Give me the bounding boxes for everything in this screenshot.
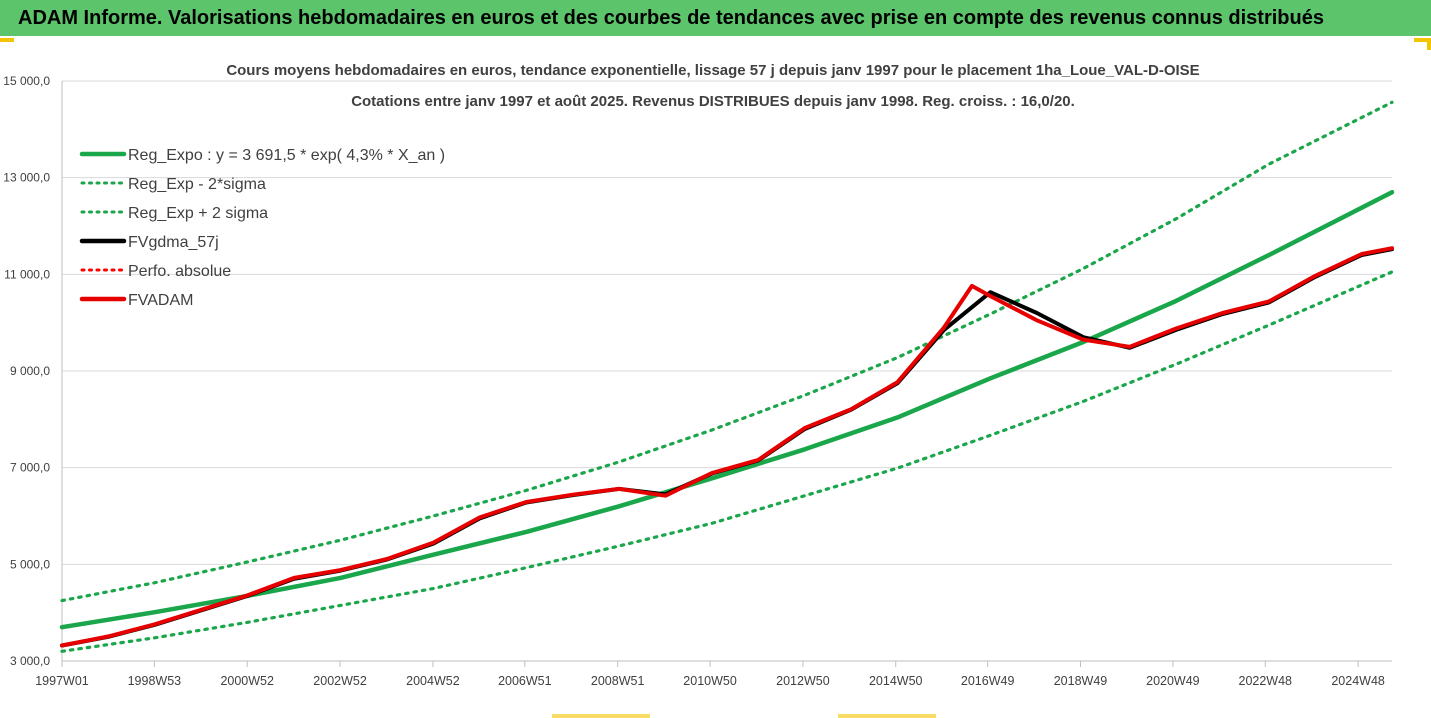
y-tick-label: 11 000,0 [4,267,50,281]
chart-title: Cours moyens hebdomadaires en euros, ten… [226,62,1199,79]
corner-mark-top-right-v [1427,38,1431,50]
x-tick-label: 2020W49 [1146,674,1200,688]
y-tick-label: 13 000,0 [3,171,50,185]
x-tick-label: 2010W50 [683,674,737,688]
x-tick-label: 2014W50 [869,674,923,688]
corner-mark-bottom-1 [552,714,650,718]
x-tick-label: 2000W52 [220,674,274,688]
grid-lines [62,80,1392,662]
series-lines [59,100,1395,653]
axes [61,81,1359,667]
y-tick-labels: 3 000,0 5 000,0 7 000,0 9 000,0 11 000,0 13 0… [3,74,50,668]
corner-mark-bottom-2 [838,714,936,718]
legend-label-0: Reg_Expo : y = 3 691,5 * exp( 4,3% * X_a… [128,147,445,164]
legend-label-5: FVADAM [128,292,193,309]
chart-subtitle: Cotations entre janv 1997 et août 2025. … [351,93,1075,110]
corner-mark-top-left [0,38,14,42]
x-tick-label: 2008W51 [591,674,645,688]
x-tick-label: 2024W48 [1331,674,1385,688]
x-tick-label: 2012W50 [776,674,830,688]
y-tick-label: 9 000,0 [10,364,50,378]
legend: Reg_Expo : y = 3 691,5 * exp( 4,3% * X_a… [79,147,445,309]
x-tick-labels: 1997W01 1998W53 2000W52 2002W52 2004W52 2006W… [35,674,1385,688]
x-tick-label: 2006W51 [498,674,552,688]
x-tick-label: 2002W52 [313,674,367,688]
legend-label-4: Perfo. absolue [128,263,231,280]
series-line-1 [60,270,1394,653]
corner-mark-top-right [1414,38,1431,42]
legend-label-3: FVgdma_57j [128,234,219,251]
chart: Cours moyens hebdomadaires en euros, ten… [3,62,1395,688]
x-tick-label: 1997W01 [35,674,89,688]
legend-label-2: Reg_Exp + 2 sigma [128,205,268,222]
banner-title: ADAM Informe. Valorisations hebdomadaire… [0,0,1431,36]
y-tick-label: 5 000,0 [10,557,50,571]
x-tick-label: 2022W48 [1239,674,1293,688]
series-line-2 [60,100,1394,603]
y-tick-label: 7 000,0 [10,461,50,475]
x-tick-label: 2018W49 [1054,674,1108,688]
x-tick-label: 2016W49 [961,674,1015,688]
series-line-4 [60,246,1394,648]
series-line-0 [59,189,1395,630]
y-tick-label: 15 000,0 [3,74,50,88]
legend-label-1: Reg_Exp - 2*sigma [128,176,266,193]
x-tick-label: 1998W53 [128,674,182,688]
series-line-3 [60,247,1394,648]
x-tick-label: 2004W52 [406,674,460,688]
y-tick-label: 3 000,0 [10,654,50,668]
